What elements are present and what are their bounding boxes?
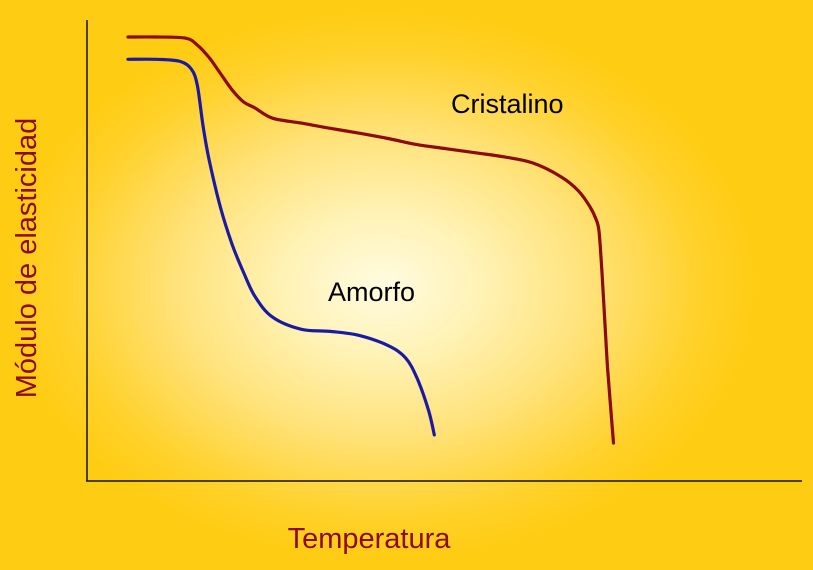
series-line-amorfo bbox=[126, 57, 436, 437]
series-group bbox=[126, 35, 616, 445]
y-axis-title: Módulo de elasticidad bbox=[11, 118, 43, 399]
series-label-amorfo: Amorfo bbox=[328, 277, 415, 307]
x-axis-title: Temperatura bbox=[288, 523, 452, 555]
series-label-cristalino: Cristalino bbox=[451, 89, 564, 119]
series-line-cristalino bbox=[126, 35, 616, 445]
